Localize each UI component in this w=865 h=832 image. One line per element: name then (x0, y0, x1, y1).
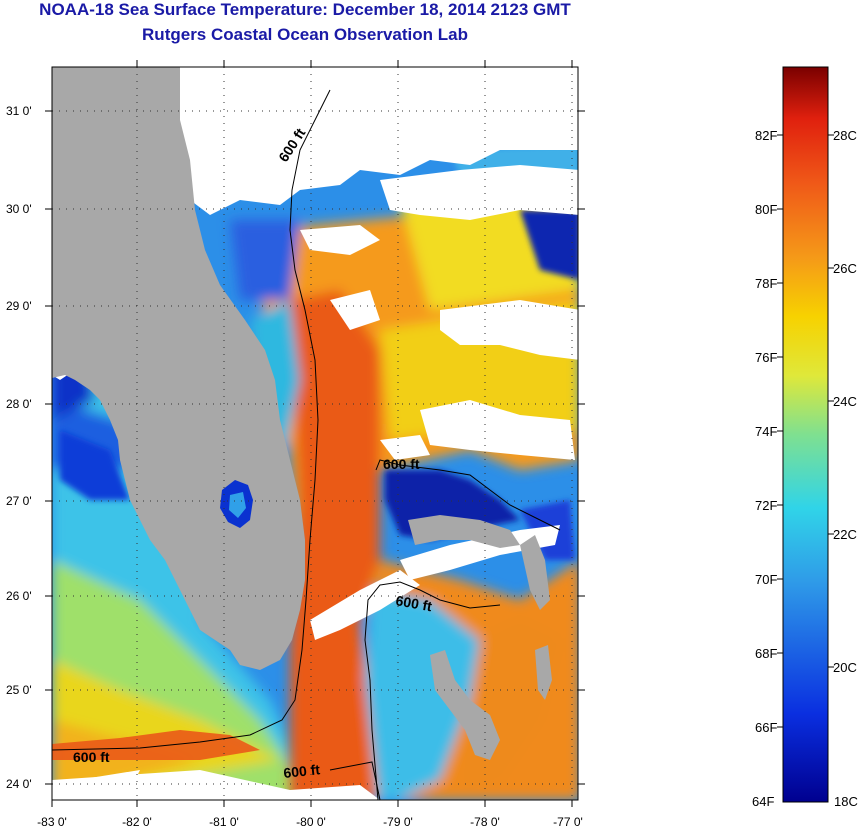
map-subtitle: Rutgers Coastal Ocean Observation Lab (142, 25, 468, 44)
lon-label: -79 0' (383, 815, 413, 829)
contour-label: 600 ft (283, 761, 321, 781)
colorbar-c-label: 18C (834, 794, 858, 809)
lat-label: 29 0' (6, 299, 32, 313)
lat-label: 24 0' (6, 777, 32, 791)
latitude-labels: 31 0' 30 0' 29 0' 28 0' 27 0' 26 0' 25 0… (6, 104, 32, 791)
colorbar-c-label: 20C (833, 660, 857, 675)
lon-label: -78 0' (470, 815, 500, 829)
colorbar-f-label: 68F (755, 646, 777, 661)
lat-label: 31 0' (6, 104, 32, 118)
contour-label: 600 ft (394, 592, 433, 614)
contour-label: 600 ft (383, 456, 420, 472)
colorbar-f-label: 70F (755, 572, 777, 587)
lat-label: 25 0' (6, 683, 32, 697)
colorbar-c-label: 28C (833, 128, 857, 143)
lake-okeechobee (220, 480, 253, 528)
lat-label: 28 0' (6, 397, 32, 411)
colorbar-f-label: 78F (755, 276, 777, 291)
colorbar-f-label: 64F (752, 794, 774, 809)
colorbar: 82F 80F 78F 76F 74F 72F 70F 68F 66F 64F … (752, 66, 858, 809)
longitude-labels: -83 0' -82 0' -81 0' -80 0' -79 0' -78 0… (37, 815, 583, 829)
lon-label: -81 0' (209, 815, 239, 829)
colorbar-f-label: 80F (755, 202, 777, 217)
map-title: NOAA-18 Sea Surface Temperature: Decembe… (39, 0, 571, 19)
axis-ticks (45, 60, 585, 807)
colorbar-f-label: 76F (755, 350, 777, 365)
sst-imagery (52, 67, 578, 800)
colorbar-c-label: 24C (833, 394, 857, 409)
lon-label: -77 0' (553, 815, 583, 829)
lat-label: 27 0' (6, 494, 32, 508)
lon-label: -80 0' (296, 815, 326, 829)
colorbar-f-label: 82F (755, 128, 777, 143)
contour-label: 600 ft (73, 749, 110, 765)
colorbar-f-label: 72F (755, 498, 777, 513)
colorbar-scale (782, 66, 829, 803)
colorbar-f-label: 74F (755, 424, 777, 439)
lon-label: -82 0' (122, 815, 152, 829)
lon-label: -83 0' (37, 815, 67, 829)
colorbar-f-label: 66F (755, 720, 777, 735)
colorbar-c-label: 26C (833, 261, 857, 276)
lat-label: 26 0' (6, 589, 32, 603)
lat-label: 30 0' (6, 202, 32, 216)
map-frame (51, 66, 579, 801)
colorbar-c-label: 22C (833, 527, 857, 542)
isobath-600ft (52, 89, 561, 800)
